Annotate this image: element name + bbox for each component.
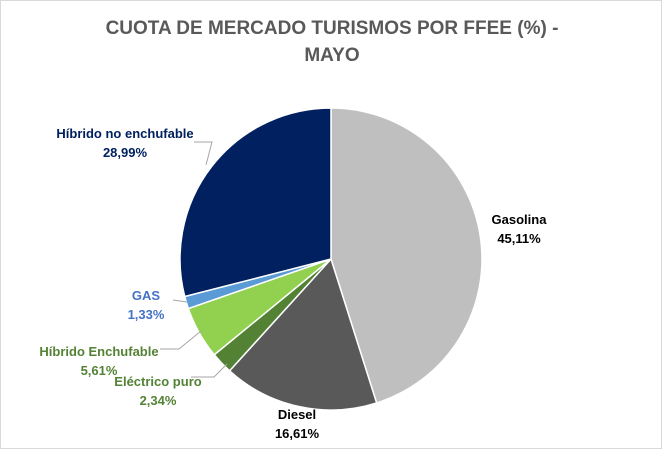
- slice-value-hibrido-no-enchufable: 28,99%: [103, 145, 148, 160]
- slice-label-gas: GAS 1,33%: [128, 288, 165, 322]
- chart-title-line-1: CUOTA DE MERCADO TURISMOS POR FFEE (%) -: [105, 18, 559, 39]
- leader-line-hibrido-no-enchufable: [194, 141, 213, 166]
- slice-label-hibrido-enchufable: Híbrido Enchufable 5,61%: [39, 344, 158, 378]
- slice-label-electrico-puro: Eléctrico puro 2,34%: [114, 374, 201, 408]
- pie-slice-diesel: [228, 257, 378, 411]
- leader-line-gas: [172, 299, 188, 303]
- pie-slices: [179, 107, 483, 411]
- pie-slice-gasolina: [330, 107, 483, 404]
- leader-line-electrico-puro: [191, 363, 228, 378]
- slice-label-hibrido-no-enchufable: Híbrido no enchufable 28,99%: [56, 126, 193, 160]
- slice-name-hibrido-no-enchufable: Híbrido no enchufable: [56, 126, 193, 141]
- leader-line-hibrido-enchufable: [160, 330, 202, 350]
- pie-slice-hibrido-no-enchufable: [179, 107, 332, 298]
- chart-title: CUOTA DE MERCADO TURISMOS POR FFEE (%) -…: [1, 15, 662, 69]
- slice-value-diesel: 16,61%: [275, 426, 320, 441]
- slice-value-gas: 1,33%: [128, 307, 165, 322]
- slice-labels: Gasolina 45,11% Diesel 16,61% Eléctrico puro…: [39, 126, 547, 441]
- slice-label-gasolina: Gasolina 45,11%: [492, 212, 548, 246]
- slice-value-gasolina: 45,11%: [497, 231, 541, 246]
- slice-name-gasolina: Gasolina: [492, 212, 548, 227]
- slice-name-hibrido-enchufable: Híbrido Enchufable: [39, 344, 158, 359]
- slice-name-gas: GAS: [132, 288, 161, 303]
- slice-name-diesel: Diesel: [278, 407, 316, 422]
- chart-title-line-2: MAYO: [304, 45, 360, 66]
- leader-lines: [160, 141, 228, 378]
- slice-value-hibrido-enchufable: 5,61%: [81, 363, 118, 378]
- slice-value-electrico-puro: 2,34%: [140, 393, 177, 408]
- slice-label-diesel: Diesel 16,61%: [275, 407, 320, 441]
- slice-name-electrico-puro: Eléctrico puro: [114, 374, 201, 389]
